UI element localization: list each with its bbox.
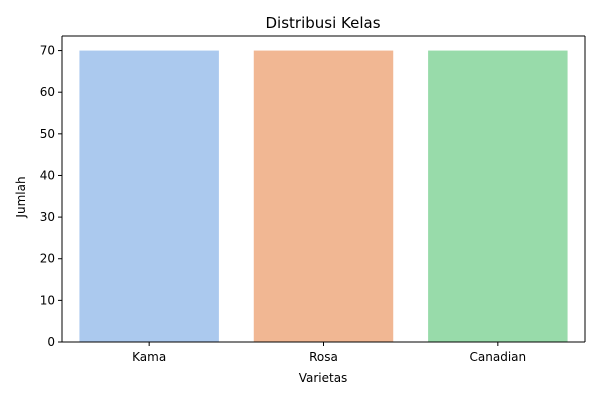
y-tick-label: 40 — [40, 168, 55, 182]
y-tick-label: 10 — [40, 293, 55, 307]
x-tick-label: Canadian — [470, 350, 527, 364]
x-tick-label: Rosa — [309, 350, 338, 364]
x-axis-title: Varietas — [299, 371, 348, 385]
y-tick-label: 70 — [40, 44, 55, 58]
y-tick-label: 30 — [40, 210, 55, 224]
bars-layer — [79, 50, 568, 342]
y-tick-label: 0 — [47, 335, 55, 349]
bar-canadian — [428, 50, 568, 342]
x-ticks: Kama Rosa Canadian — [132, 342, 526, 364]
y-axis-title: Jumlah — [14, 176, 28, 218]
y-tick-label: 50 — [40, 127, 55, 141]
chart-title: Distribusi Kelas — [265, 14, 380, 32]
y-ticks: 0 10 20 30 40 50 60 70 — [40, 44, 62, 349]
x-tick-label: Kama — [132, 350, 166, 364]
bar-rosa — [253, 50, 394, 342]
y-tick-label: 20 — [40, 252, 55, 266]
y-tick-label: 60 — [40, 85, 55, 99]
bar-kama — [79, 50, 219, 342]
